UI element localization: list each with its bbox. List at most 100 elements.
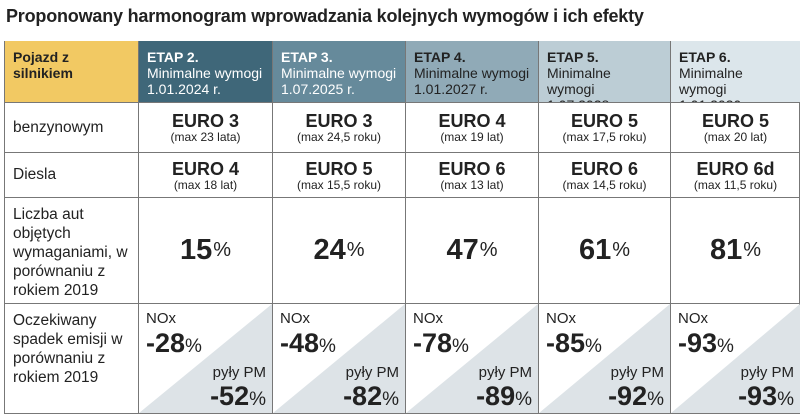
stage-date: 1.01.2024 r. xyxy=(147,81,221,97)
pm-label: pyły PM xyxy=(610,364,664,381)
max-age: (max 17,5 roku) xyxy=(562,130,647,144)
share-value: 81 xyxy=(709,234,743,266)
pm-value: -92% xyxy=(608,381,664,411)
header-stage-5: ETAP 5. Minimalne wymogi 1.07.2028 r. xyxy=(538,41,670,102)
header-stage-2: ETAP 2. Minimalne wymogi 1.01.2024 r. xyxy=(138,41,272,102)
max-age: (max 23 lata) xyxy=(170,130,241,144)
share-cell: 47% xyxy=(405,197,538,303)
triangle-background xyxy=(671,304,800,413)
stage-desc: Minimalne wymogi xyxy=(679,65,743,97)
row-label-petrol: benzynowym xyxy=(4,102,138,152)
nox-value: -48% xyxy=(280,328,336,358)
stage-date: 1.01.2030 r. xyxy=(679,97,792,102)
emission-cell: NOx -85% pyły PM -92% xyxy=(538,303,670,413)
max-age: (max 13 lat) xyxy=(440,177,504,192)
max-age: (max 15,5 roku) xyxy=(296,177,382,192)
norm: EURO 4 xyxy=(171,158,240,179)
share-value: 24 xyxy=(313,234,346,266)
pm-value: -82% xyxy=(343,381,399,411)
triangle-background xyxy=(139,304,272,413)
nox-value: -85% xyxy=(546,328,602,358)
header-label: Pojazd z silnikiem xyxy=(13,49,73,81)
norm: EURO 3 xyxy=(171,111,240,131)
pm-label: pyły PM xyxy=(345,364,399,381)
diesel-norm-cell: EURO 6 (max 14,5 roku) xyxy=(538,152,670,197)
stage-date: 1.07.2028 r. xyxy=(547,97,662,102)
pm-value: -89% xyxy=(476,381,532,411)
percent-sign: % xyxy=(479,239,498,261)
nox-label: NOx xyxy=(280,310,310,327)
norm: EURO 3 xyxy=(305,111,373,131)
page-title: Proponowany harmonogram wprowadzania kol… xyxy=(6,6,644,26)
stage-name: ETAP 2. xyxy=(147,49,199,65)
norm: EURO 5 xyxy=(305,158,373,179)
petrol-norm-cell: EURO 3 (max 23 lata) xyxy=(138,102,272,152)
petrol-norm-cell: EURO 3 (max 24,5 roku) xyxy=(272,102,405,152)
emission-cell: NOx -28% pyły PM -52% xyxy=(138,303,272,413)
stage-desc: Minimalne wymogi xyxy=(281,65,397,81)
triangle-background xyxy=(539,304,670,413)
nox-label: NOx xyxy=(678,310,708,327)
diesel-norm-cell: EURO 6d (max 11,5 roku) xyxy=(670,152,800,197)
schedule-table: Pojazd z silnikiem ETAP 2. Minimalne wymo… xyxy=(4,41,800,414)
norm: EURO 6 xyxy=(438,158,506,179)
nox-label: NOx xyxy=(546,310,576,327)
max-age: (max 20 lat) xyxy=(703,130,768,144)
max-age: (max 24,5 roku) xyxy=(296,130,382,144)
share-cell: 24% xyxy=(272,197,405,303)
stage-name: ETAP 6. xyxy=(679,49,731,65)
stage-name: ETAP 3. xyxy=(281,49,333,65)
max-age: (max 14,5 roku) xyxy=(562,177,647,192)
norm: EURO 4 xyxy=(438,111,506,131)
stage-date: 1.07.2025 r. xyxy=(281,81,355,97)
nox-label: NOx xyxy=(413,310,443,327)
percent-sign: % xyxy=(346,239,365,261)
norm: EURO 6d xyxy=(696,158,775,179)
share-cell: 15% xyxy=(138,197,272,303)
stage-desc: Minimalne wymogi xyxy=(147,65,263,81)
row-label-share: Liczba aut objętych wymaganiami, w porów… xyxy=(4,197,138,303)
max-age: (max 19 lat) xyxy=(440,130,504,144)
triangle-background xyxy=(406,304,538,413)
pm-label: pyły PM xyxy=(212,364,266,381)
petrol-norm-cell: EURO 4 (max 19 lat) xyxy=(405,102,538,152)
max-age: (max 18 lat) xyxy=(173,177,238,192)
norm: EURO 5 xyxy=(570,111,639,131)
share-value: 15 xyxy=(179,234,213,266)
row-label-diesel: Diesla xyxy=(4,152,138,197)
triangle-background xyxy=(273,304,405,413)
emission-cell: NOx -78% pyły PM -89% xyxy=(405,303,538,413)
stage-date: 1.01.2027 r. xyxy=(414,81,488,97)
emission-cell: NOx -93% pyły PM -93% xyxy=(670,303,800,413)
nox-value: -93% xyxy=(678,328,734,358)
header-vehicle-label: Pojazd z silnikiem xyxy=(4,41,138,102)
norm: EURO 5 xyxy=(701,111,770,131)
percent-sign: % xyxy=(612,239,631,261)
share-value: 61 xyxy=(578,234,612,266)
norm: EURO 6 xyxy=(570,158,639,179)
stage-name: ETAP 4. xyxy=(414,49,466,65)
share-value: 47 xyxy=(446,234,479,266)
nox-value: -28% xyxy=(146,328,202,358)
share-cell: 81% xyxy=(670,197,800,303)
stage-desc: Minimalne wymogi xyxy=(547,65,611,97)
pm-value: -52% xyxy=(210,381,266,411)
stage-desc: Minimalne wymogi xyxy=(414,65,530,81)
stage-name: ETAP 5. xyxy=(547,49,599,65)
diesel-norm-cell: EURO 6 (max 13 lat) xyxy=(405,152,538,197)
diesel-norm-cell: EURO 4 (max 18 lat) xyxy=(138,152,272,197)
pm-label: pyły PM xyxy=(478,364,532,381)
petrol-norm-cell: EURO 5 (max 17,5 roku) xyxy=(538,102,670,152)
row-label-emission: Oczekiwany spadek emisji w porównaniu z … xyxy=(4,303,138,413)
nox-label: NOx xyxy=(146,310,176,327)
share-cell: 61% xyxy=(538,197,670,303)
emission-cell: NOx -48% pyły PM -82% xyxy=(272,303,405,413)
header-stage-3: ETAP 3. Minimalne wymogi 1.07.2025 r. xyxy=(272,41,405,102)
pm-value: -93% xyxy=(738,381,794,411)
pm-label: pyły PM xyxy=(740,364,794,381)
max-age: (max 11,5 roku) xyxy=(693,177,778,192)
nox-value: -78% xyxy=(413,328,469,358)
percent-sign: % xyxy=(743,239,762,261)
petrol-norm-cell: EURO 5 (max 20 lat) xyxy=(670,102,800,152)
percent-sign: % xyxy=(213,239,232,261)
